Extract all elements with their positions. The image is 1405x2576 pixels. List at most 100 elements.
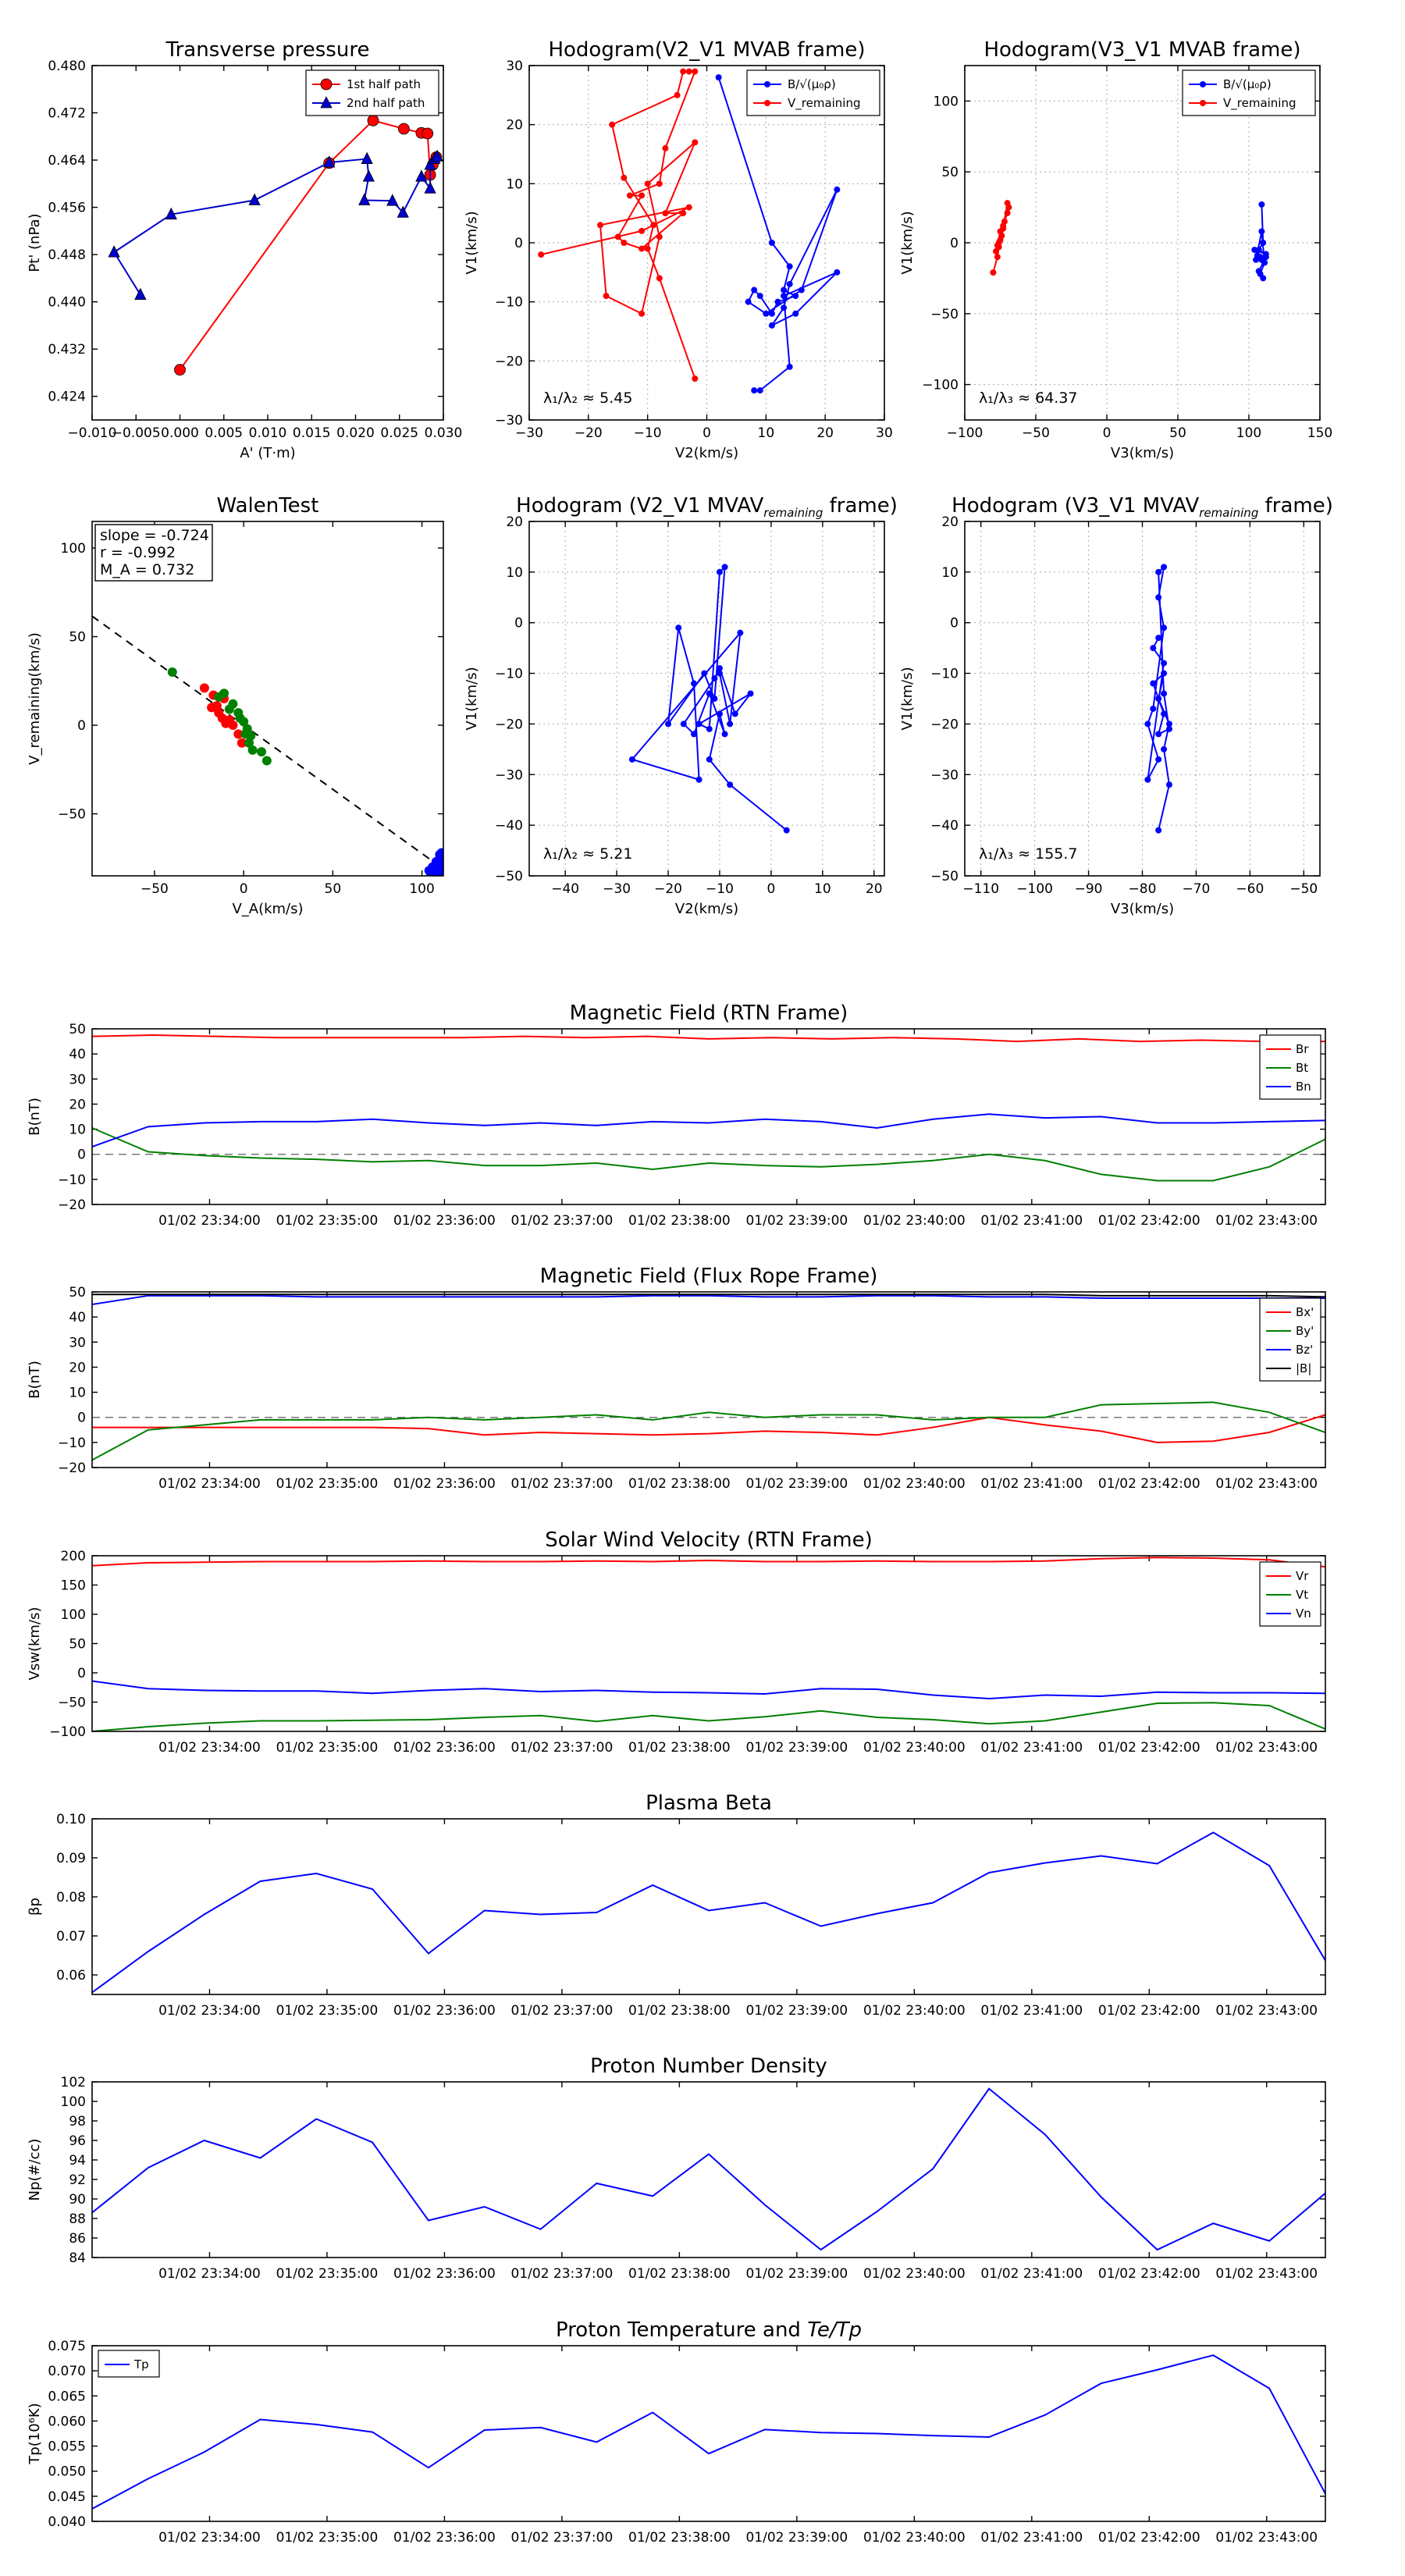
mag-fluxrope-xtick-label-8: 01/02 23:42:00 <box>1098 1476 1200 1492</box>
solar-wind-ytick-label-3: 50 <box>69 1637 86 1653</box>
mag-rtn-frame <box>91 1028 1326 1205</box>
hodogram-v2v1-mvav-xtick-label-5: 10 <box>814 881 831 897</box>
solar-wind-ytick-label-0: −100 <box>49 1724 86 1740</box>
proton-density-xtick-label-0: 01/02 23:34:00 <box>158 2266 261 2282</box>
mag-rtn-series-2-line <box>92 1113 1325 1148</box>
mag-fluxrope-xtick-label-2: 01/02 23:36:00 <box>393 1476 496 1492</box>
hodogram-v3v1-mvab-title: Hodogram(V3_V1 MVAB frame) <box>984 38 1300 62</box>
hodogram-v3v1-mvav-ytick-label-7: 20 <box>941 514 959 530</box>
hodogram-v2v1-mvav-series-0-point-6 <box>691 731 698 738</box>
mag-rtn-series-0-line <box>92 1034 1325 1043</box>
transverse-pressure-xtick-label-8: 0.030 <box>425 425 463 441</box>
hodogram-v2v1-mvab-series-0-point-4 <box>792 293 799 300</box>
walen-test-ylabel: V_remaining(km/s) <box>27 632 43 765</box>
solar-wind-xtick-label-2: 01/02 23:36:00 <box>393 1740 496 1756</box>
walen-test-title: WalenTest <box>217 494 319 518</box>
hodogram-v2v1-mvab-series-1-point-1 <box>656 275 663 282</box>
transverse-pressure-series-0-line <box>179 119 437 371</box>
transverse-pressure-plot-area <box>108 114 443 376</box>
solar-wind-xtick-label-7: 01/02 23:41:00 <box>980 1740 1083 1756</box>
mag-fluxrope-series-1-line <box>92 1401 1325 1461</box>
proton-temperature-ytick-label-3: 0.055 <box>48 2439 86 2455</box>
solar-wind-frame <box>91 1555 1326 1732</box>
hodogram-v3v1-mvab-series-0-point-1 <box>1260 240 1267 246</box>
proton-temperature-xtick-label-6: 01/02 23:40:00 <box>863 2530 966 2546</box>
hodogram-v2v1-mvab-series-1-line <box>540 70 696 379</box>
proton-temperature-xtick-label-4: 01/02 23:38:00 <box>628 2530 731 2546</box>
hodogram-v3v1-mvab-ytick-label-2: 0 <box>950 236 959 251</box>
hodogram-v2v1-mvab-series-1-point-11 <box>656 180 663 187</box>
walen-test-ytick-label-2: 50 <box>69 630 86 646</box>
mag-fluxrope-xtick-label-5: 01/02 23:39:00 <box>745 1476 848 1492</box>
walen-test-annotation-0: slope = -0.724 <box>100 527 209 544</box>
plasma-beta-xtick-label-8: 01/02 23:42:00 <box>1098 2003 1200 2019</box>
hodogram-v2v1-mvav-ytick-label-5: 0 <box>514 616 523 632</box>
transverse-pressure-ytick-label-1: 0.432 <box>48 342 86 358</box>
hodogram-v2v1-mvab-series-0-point-1 <box>768 240 775 246</box>
transverse-pressure-ytick-label-3: 0.448 <box>48 247 86 263</box>
solar-wind-xtick-label-5: 01/02 23:39:00 <box>745 1740 848 1756</box>
hodogram-v2v1-mvav-xtick-label-1: −30 <box>603 881 631 897</box>
transverse-pressure-series-1-point-6 <box>362 169 375 182</box>
hodogram-v2v1-mvab-series-0-point-20 <box>756 387 763 394</box>
transverse-pressure-xtick-label-5: 0.015 <box>293 425 331 441</box>
hodogram-v2v1-mvav-series-0-point-25 <box>716 670 723 677</box>
hodogram-v3v1-mvab-series-1-point-14 <box>994 242 1001 249</box>
hodogram-v3v1-mvab-ytick-label-3: 50 <box>941 165 959 180</box>
solar-wind-series-2-line <box>92 1680 1325 1700</box>
hodogram-v2v1-mvav-series-0-point-13 <box>706 725 713 732</box>
hodogram-v2v1-mvav-xtick-label-4: 0 <box>767 881 776 897</box>
mag-fluxrope-xtick-label-4: 01/02 23:38:00 <box>628 1476 731 1492</box>
transverse-pressure-xtick-label-1: −0.005 <box>112 425 161 441</box>
hodogram-v2v1-mvav-series-0-point-5 <box>706 690 713 697</box>
transverse-pressure-series-1-point-2 <box>165 207 177 220</box>
hodogram-v2v1-mvab-series-1-point-26 <box>638 227 646 234</box>
proton-density-plot-area <box>92 2087 1325 2251</box>
transverse-pressure-series-0-point-3 <box>397 123 410 135</box>
mag-rtn-chart: Magnetic Field (RTN Frame) 01/02 23:34:00… <box>27 1002 1326 1229</box>
proton-temperature-plot-area <box>92 2354 1325 2510</box>
mag-fluxrope-series-3-line <box>92 1293 1325 1298</box>
mag-rtn-ytick-label-1: −10 <box>58 1172 86 1188</box>
walen-test-series-1-point-0 <box>167 667 177 677</box>
hodogram-v3v1-mvav-series-0-point-14 <box>1161 624 1168 632</box>
hodogram-v2v1-mvab-title: Hodogram(V2_V1 MVAB frame) <box>548 38 865 62</box>
transverse-pressure-ytick-label-4: 0.456 <box>48 201 86 216</box>
hodogram-v3v1-mvab-legend-marker-point-0 <box>1200 81 1206 87</box>
hodogram-v2v1-mvav-series-0-point-20 <box>691 680 698 687</box>
hodogram-v2v1-mvab-series-0-line <box>717 76 838 392</box>
plasma-beta-xtick-label-2: 01/02 23:36:00 <box>393 2003 496 2019</box>
hodogram-v3v1-mvav-ytick-label-4: −10 <box>930 667 959 682</box>
proton-temperature-xtick-label-1: 01/02 23:35:00 <box>276 2530 379 2546</box>
mag-rtn-title: Magnetic Field (RTN Frame) <box>570 1002 848 1025</box>
transverse-pressure-series-1-point-9 <box>397 205 409 218</box>
hodogram-v3v1-mvab-xtick-label-3: 50 <box>1169 425 1186 441</box>
mag-fluxrope-xtick-label-1: 01/02 23:35:00 <box>276 1476 379 1492</box>
hodogram-v3v1-mvav-series-0-point-18 <box>1144 776 1151 783</box>
plasma-beta-ytick-label-3: 0.09 <box>56 1851 86 1866</box>
mag-rtn-ytick-label-5: 30 <box>69 1072 86 1087</box>
hodogram-v3v1-mvab-legend: B/√(μ₀ρ) V_remaining <box>1182 69 1316 116</box>
solar-wind-xtick-label-4: 01/02 23:38:00 <box>628 1740 731 1756</box>
plasma-beta-xtick-label-6: 01/02 23:40:00 <box>863 2003 966 2019</box>
mag-rtn-legend-label-1: Bt <box>1296 1061 1308 1075</box>
walen-test-frame <box>91 521 444 877</box>
transverse-pressure-xtick-label-4: 0.010 <box>249 425 287 441</box>
hodogram-v2v1-mvab-ytick-label-3: 0 <box>514 236 523 251</box>
hodogram-v2v1-mvab-chart: Hodogram(V2_V1 MVAB frame) −30 −20 −10 0 10 20… <box>464 38 893 461</box>
proton-density-ytick-label-5: 94 <box>69 2153 86 2169</box>
transverse-pressure-ytick-label-5: 0.464 <box>48 153 86 169</box>
transverse-pressure-xtick-label-3: 0.005 <box>205 425 243 441</box>
walen-test-annotation-1: r = -0.992 <box>100 544 176 561</box>
walen-test-series-0-point-8 <box>233 729 244 739</box>
hodogram-v2v1-mvav-ytick-label-7: 20 <box>506 514 523 530</box>
hodogram-v2v1-mvav-xtick-label-6: 20 <box>866 881 883 897</box>
mag-fluxrope-series-0-line <box>92 1414 1325 1443</box>
mag-rtn-xtick-label-4: 01/02 23:38:00 <box>628 1213 731 1229</box>
hodogram-v3v1-mvav-xlabel: V3(km/s) <box>1111 901 1174 917</box>
hodogram-v2v1-mvab-series-0-point-5 <box>774 298 781 305</box>
walen-test-plot-area <box>92 615 443 876</box>
solar-wind-ytick-label-4: 100 <box>61 1607 86 1623</box>
hodogram-v3v1-mvav-series-0-point-17 <box>1155 756 1162 763</box>
proton-temperature-ytick-label-2: 0.050 <box>48 2464 86 2480</box>
